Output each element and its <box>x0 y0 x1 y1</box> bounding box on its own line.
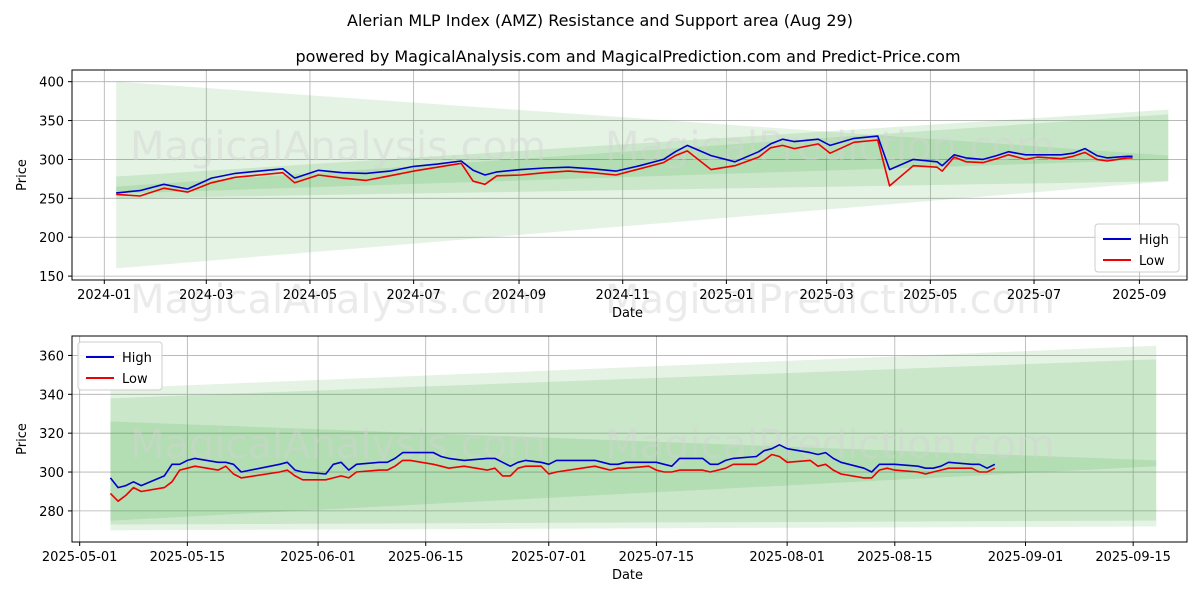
resistance-support-band <box>116 81 1169 269</box>
watermark-prediction: MagicalPrediction.com <box>605 124 1055 170</box>
watermark-prediction: MagicalPrediction.com <box>605 277 1055 323</box>
plot-frame <box>71 69 1188 281</box>
legend-label-high: High <box>122 351 152 366</box>
y-tick-label: 300 <box>39 153 64 168</box>
chart-title: Alerian MLP Index (AMZ) Resistance and S… <box>347 11 853 30</box>
y-tick-label: 150 <box>39 270 64 285</box>
watermark-analysis: MagicalAnalysis.com <box>130 422 546 468</box>
legend-box <box>77 341 163 391</box>
x-tick-label: 2024-05 <box>283 288 337 303</box>
x-axis: 2024-01 2024-03 2024-05 2024-07 2024-09 2024-… <box>77 280 1167 321</box>
y-tick-label: 350 <box>39 115 64 130</box>
y-axis: 150 200 250 300 350 400 Price <box>15 76 72 285</box>
y-tick-label: 400 <box>39 76 64 91</box>
grid-lines <box>72 336 1187 542</box>
watermark-analysis: MagicalAnalysis.com <box>130 124 546 170</box>
x-tick-label: 2025-06-15 <box>388 550 464 565</box>
x-tick-label: 2025-03 <box>800 288 854 303</box>
resistance-support-band <box>110 345 1157 531</box>
x-axis-label: Date <box>612 568 643 583</box>
y-tick-label: 280 <box>39 505 64 520</box>
x-tick-label: 2024-11 <box>596 288 650 303</box>
x-tick-label: 2025-08-15 <box>857 550 933 565</box>
y-tick-label: 340 <box>39 388 64 403</box>
x-tick-label: 2025-09 <box>1112 288 1166 303</box>
x-tick-label: 2025-08-01 <box>749 550 825 565</box>
x-tick-label: 2025-09-15 <box>1095 550 1171 565</box>
grid-lines <box>72 70 1187 280</box>
y-tick-label: 360 <box>39 349 64 364</box>
y-tick-label: 320 <box>39 427 64 442</box>
series-line-low <box>116 139 1133 197</box>
resistance-support-band <box>110 359 1157 525</box>
support-resistance-bands <box>116 81 1169 269</box>
resistance-support-band <box>110 421 1157 521</box>
plot-frame <box>71 335 1188 543</box>
legend-label-low: Low <box>1139 254 1165 269</box>
resistance-support-band <box>116 114 1169 194</box>
x-tick-label: 2025-05-01 <box>42 550 118 565</box>
x-tick-label: 2024-09 <box>492 288 546 303</box>
series-line-low <box>109 453 996 502</box>
y-axis: 280 300 320 340 360 Price <box>15 349 72 520</box>
x-tick-label: 2025-07 <box>1007 288 1061 303</box>
legend-label-high: High <box>1139 233 1169 248</box>
x-tick-label: 2025-09-01 <box>988 550 1064 565</box>
x-tick-label: 2025-06-01 <box>280 550 356 565</box>
legend-box <box>1094 223 1180 273</box>
x-tick-label: 2025-07-15 <box>619 550 695 565</box>
x-axis: 2025-05-01 2025-05-15 2025-06-01 2025-06-15… <box>42 542 1171 583</box>
chart-subtitle: powered by MagicalAnalysis.com and Magic… <box>295 47 960 66</box>
x-tick-label: 2025-01 <box>699 288 753 303</box>
x-axis-label: Date <box>612 306 643 321</box>
resistance-support-band <box>116 109 1169 199</box>
x-tick-label: 2025-05-15 <box>150 550 226 565</box>
top-chart-panel: MagicalAnalysis.com MagicalPrediction.com… <box>15 69 1188 323</box>
y-tick-label: 200 <box>39 231 64 246</box>
chart-legend: High Low <box>1094 223 1180 273</box>
x-tick-label: 2024-07 <box>386 288 440 303</box>
chart-legend: High Low <box>77 341 163 391</box>
y-axis-label: Price <box>15 423 30 455</box>
y-tick-label: 250 <box>39 192 64 207</box>
series-line-high <box>116 135 1133 194</box>
x-tick-label: 2025-05 <box>903 288 957 303</box>
support-resistance-bands <box>110 345 1157 531</box>
bottom-chart-panel: MagicalAnalysis.com MagicalPrediction.com… <box>15 335 1188 583</box>
x-tick-label: 2024-01 <box>77 288 131 303</box>
x-tick-label: 2024-03 <box>179 288 233 303</box>
watermark-analysis: MagicalAnalysis.com <box>130 277 546 323</box>
watermark-prediction: MagicalPrediction.com <box>605 422 1055 468</box>
series-line-high <box>109 444 996 489</box>
y-axis-label: Price <box>15 159 30 191</box>
x-tick-label: 2025-07-01 <box>511 550 587 565</box>
y-tick-label: 300 <box>39 466 64 481</box>
legend-label-low: Low <box>122 372 148 387</box>
